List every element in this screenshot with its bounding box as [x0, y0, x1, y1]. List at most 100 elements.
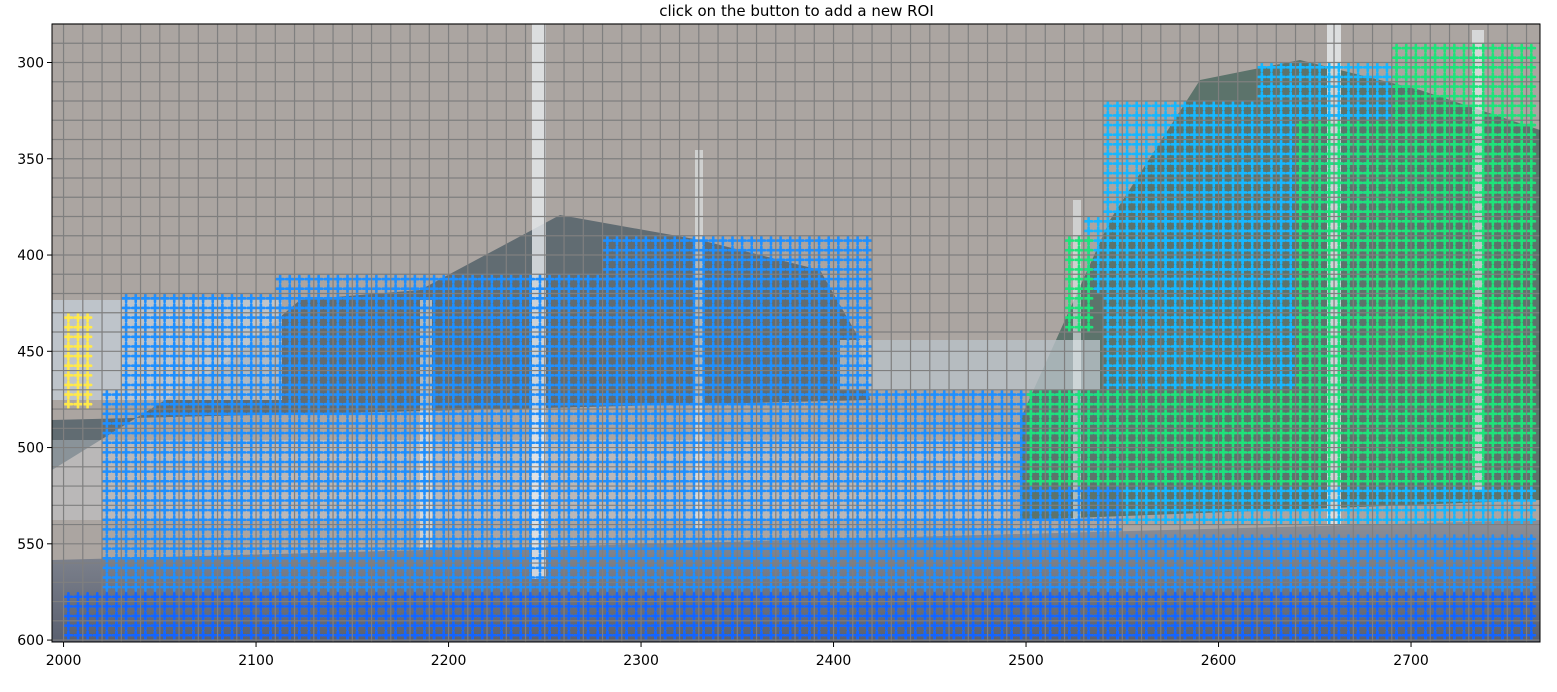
roi-marker	[236, 428, 247, 438]
roi-marker	[506, 447, 516, 458]
roi-marker	[342, 553, 353, 564]
roi-marker	[371, 476, 382, 487]
roi-marker	[410, 563, 420, 573]
roi-marker	[188, 495, 199, 506]
roi-marker	[207, 437, 218, 448]
roi-marker	[496, 437, 507, 448]
roi-marker	[448, 457, 459, 467]
roi-marker	[515, 553, 526, 564]
roi-marker	[169, 582, 180, 592]
roi-marker	[333, 495, 343, 506]
roi-marker	[188, 428, 199, 438]
roi-marker	[265, 409, 276, 419]
roi-marker	[198, 572, 208, 583]
roi-marker	[207, 543, 218, 554]
roi-marker	[304, 409, 314, 419]
roi-marker	[467, 409, 478, 419]
image-plot-area[interactable]	[51, 23, 1541, 643]
roi-marker	[438, 437, 449, 448]
roi-marker	[467, 553, 478, 564]
roi-marker	[323, 476, 334, 487]
roi-marker	[496, 553, 507, 564]
roi-marker	[121, 466, 131, 477]
roi-marker	[198, 437, 208, 448]
roi-marker	[265, 486, 276, 496]
roi-marker	[361, 409, 372, 419]
roi-marker	[400, 486, 411, 496]
roi-marker	[130, 563, 141, 573]
roi-marker	[515, 572, 526, 583]
roi-marker	[246, 486, 257, 496]
roi-marker	[438, 447, 449, 458]
roi-marker	[467, 447, 478, 458]
roi-marker	[256, 437, 266, 448]
roi-marker	[525, 466, 536, 477]
roi-marker	[390, 476, 401, 487]
roi-marker	[313, 505, 324, 515]
roi-marker	[294, 514, 305, 525]
roi-marker	[410, 418, 420, 429]
roi-marker	[179, 409, 189, 419]
roi-marker	[188, 563, 199, 573]
roi-marker	[236, 476, 247, 487]
roi-marker	[438, 466, 449, 477]
roi-marker	[256, 399, 266, 410]
roi-marker	[390, 437, 401, 448]
roi-marker	[400, 399, 411, 410]
roi-marker	[150, 486, 160, 496]
roi-marker	[207, 534, 218, 544]
roi-marker	[496, 524, 507, 535]
roi-marker	[477, 514, 488, 525]
roi-marker	[169, 389, 180, 400]
roi-marker	[410, 457, 420, 467]
roi-marker	[304, 524, 314, 535]
roi-marker	[188, 447, 199, 458]
roi-marker	[429, 524, 439, 535]
roi-marker	[342, 524, 353, 535]
roi-marker	[198, 534, 208, 544]
roi-marker	[313, 572, 324, 583]
roi-marker	[294, 457, 305, 467]
roi-marker	[477, 389, 488, 400]
roi-marker	[304, 476, 314, 487]
roi-marker	[352, 534, 362, 544]
roi-marker	[140, 553, 151, 564]
roi-marker	[207, 447, 218, 458]
roi-marker	[323, 418, 334, 429]
roi-marker	[188, 582, 199, 592]
roi-marker	[121, 553, 131, 564]
roi-marker	[227, 543, 237, 554]
roi-marker	[304, 563, 314, 573]
roi-marker	[111, 437, 122, 448]
roi-marker	[361, 418, 372, 429]
roi-marker	[429, 399, 439, 410]
roi-marker	[342, 399, 353, 410]
roi-marker	[333, 447, 343, 458]
roi-marker	[438, 553, 449, 564]
roi-marker	[342, 428, 353, 438]
roi-marker	[207, 563, 218, 573]
roi-marker	[256, 524, 266, 535]
roi-marker	[284, 457, 295, 467]
roi-marker	[313, 418, 324, 429]
roi-marker	[217, 437, 228, 448]
roi-marker	[111, 457, 122, 467]
roi-marker	[419, 399, 430, 410]
roi-marker	[448, 418, 459, 429]
roi-marker	[419, 524, 430, 535]
roi-marker	[284, 495, 295, 506]
roi-marker	[381, 534, 391, 544]
roi-marker	[207, 476, 218, 487]
roi-marker	[400, 428, 411, 438]
roi-marker	[227, 505, 237, 515]
roi-marker	[400, 514, 411, 525]
roi-marker	[487, 486, 497, 496]
roi-marker	[352, 466, 362, 477]
roi-marker	[419, 486, 430, 496]
roi-marker	[429, 582, 439, 592]
roi-marker	[236, 553, 247, 564]
roi-marker	[506, 582, 516, 592]
roi-marker	[111, 505, 122, 515]
roi-marker	[333, 418, 343, 429]
roi-marker	[371, 466, 382, 477]
